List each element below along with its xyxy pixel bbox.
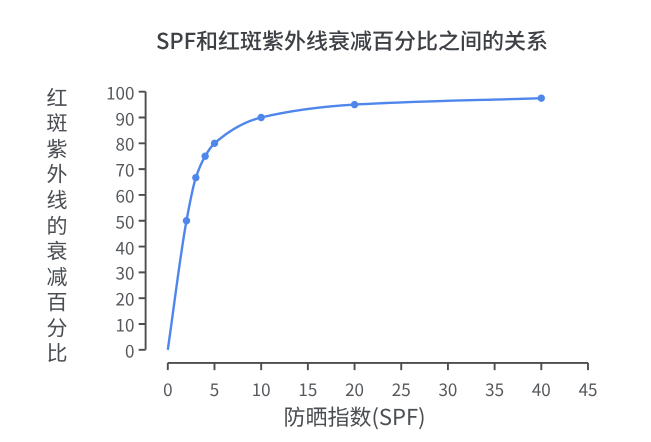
data-point bbox=[257, 113, 265, 122]
y-axis-title-char: 衰 bbox=[46, 235, 68, 266]
x-tick-label: 25 bbox=[391, 375, 411, 401]
data-point bbox=[192, 173, 200, 182]
x-tick-label: 5 bbox=[209, 375, 220, 401]
y-axis-title-char: 减 bbox=[46, 261, 68, 292]
y-tick-label: 0 bbox=[124, 337, 135, 363]
y-axis-title-char: 红 bbox=[46, 82, 68, 113]
x-tick-label: 10 bbox=[251, 375, 271, 401]
y-tick-label: 90 bbox=[115, 105, 135, 130]
x-tick-label: 20 bbox=[345, 375, 364, 401]
y-axis-title-char: 斑 bbox=[46, 107, 68, 138]
data-line bbox=[166, 96, 542, 350]
data-point bbox=[182, 217, 191, 225]
x-axis-title: 防晒指数(SPF) bbox=[283, 399, 426, 432]
y-axis-title-char: 紫 bbox=[46, 133, 68, 164]
x-tick-label: 0 bbox=[163, 375, 173, 401]
y-tick-label: 100 bbox=[106, 79, 135, 105]
y-tick-label: 30 bbox=[115, 259, 135, 285]
y-axis-title-char: 百 bbox=[46, 286, 68, 317]
x-axis bbox=[166, 361, 589, 371]
y-tick-label: 70 bbox=[115, 156, 135, 182]
x-tick-label: 35 bbox=[485, 375, 505, 401]
x-tick-label: 15 bbox=[298, 375, 318, 401]
y-axis-title-char: 线 bbox=[46, 184, 68, 215]
y-axis-title-char: 分 bbox=[46, 312, 68, 343]
y-tick-label: 40 bbox=[115, 234, 135, 260]
x-tick-label: 40 bbox=[531, 375, 551, 401]
y-tick-label: 50 bbox=[115, 208, 135, 234]
y-axis-title-char: 的 bbox=[46, 210, 68, 240]
chart-title: SPF和红斑紫外线衰减百分比之间的关系 bbox=[155, 23, 549, 56]
data-point bbox=[210, 139, 219, 148]
y-tick-label: 60 bbox=[115, 182, 135, 208]
y-axis-title-char: 外 bbox=[46, 158, 68, 189]
data-point bbox=[537, 94, 546, 102]
y-axis-title-char: 比 bbox=[46, 337, 68, 368]
y-axis bbox=[138, 90, 147, 351]
x-tick-label: 30 bbox=[438, 375, 458, 401]
data-point bbox=[350, 100, 359, 109]
y-tick-label: 20 bbox=[115, 285, 135, 311]
y-tick-label: 80 bbox=[115, 130, 135, 156]
y-tick-label: 10 bbox=[115, 311, 135, 337]
data-point bbox=[201, 152, 209, 160]
x-tick-label: 45 bbox=[578, 375, 598, 401]
